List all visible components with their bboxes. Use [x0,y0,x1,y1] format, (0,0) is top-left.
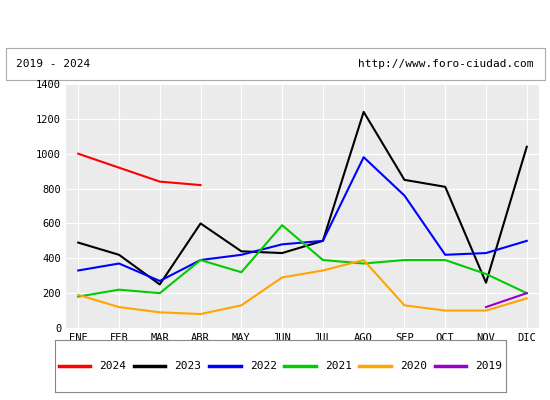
Text: 2019 - 2024: 2019 - 2024 [16,59,91,69]
Text: http://www.foro-ciudad.com: http://www.foro-ciudad.com [358,59,534,69]
Text: Evolucion Nº Turistas Nacionales en el municipio de San Pedro de Ceque: Evolucion Nº Turistas Nacionales en el m… [0,18,550,30]
Text: 2022: 2022 [250,361,277,371]
Text: 2020: 2020 [400,361,427,371]
Text: 2021: 2021 [325,361,352,371]
Text: 2024: 2024 [100,361,126,371]
Text: 2023: 2023 [174,361,201,371]
Text: 2019: 2019 [475,361,502,371]
